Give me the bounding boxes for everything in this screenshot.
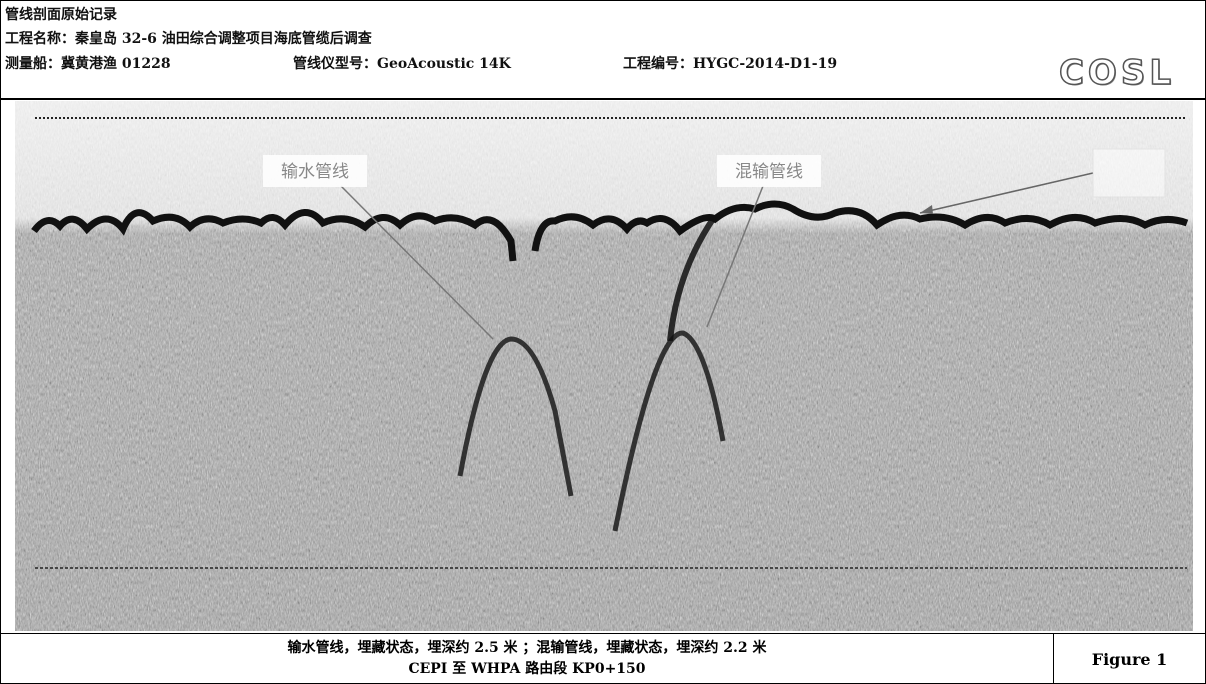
annotation-label: 混输管线 [735, 162, 803, 182]
caption-line: 输水管线，埋藏状态，埋深约 2.5 米 ；混输管线，埋藏状态，埋深约 2.2 米 [1, 638, 1053, 659]
logo: COSL [1059, 53, 1175, 93]
annotation-label: 输水管线 [281, 162, 349, 182]
water-column [15, 101, 1193, 631]
divider [1, 98, 1205, 100]
instrument: 管线仪型号：GeoAcoustic 14K [293, 53, 511, 73]
project-name: 工程名称：秦皇岛 32-6 油田综合调整项目海底管缆后调查 [5, 28, 372, 48]
figure-label: Figure 1 [1053, 634, 1205, 684]
caption-text: 输水管线，埋藏状态，埋深约 2.5 米 ；混输管线，埋藏状态，埋深约 2.2 米… [1, 638, 1053, 680]
annotation-box [1093, 149, 1165, 197]
caption-line: CEPI 至 WHPA 路由段 KP0+150 [1, 659, 1053, 680]
sonar-image: 输水管线 混输管线 [15, 101, 1193, 631]
project-number: 工程编号：HYGC-2014-D1-19 [623, 53, 837, 73]
caption-bar: 输水管线，埋藏状态，埋深约 2.5 米 ；混输管线，埋藏状态，埋深约 2.2 米… [1, 633, 1205, 684]
record-title: 管线剖面原始记录 [5, 4, 117, 24]
vessel: 测量船：冀黄港渔 01228 [5, 53, 171, 73]
record-page: 管线剖面原始记录 工程名称：秦皇岛 32-6 油田综合调整项目海底管缆后调查 测… [0, 0, 1206, 684]
